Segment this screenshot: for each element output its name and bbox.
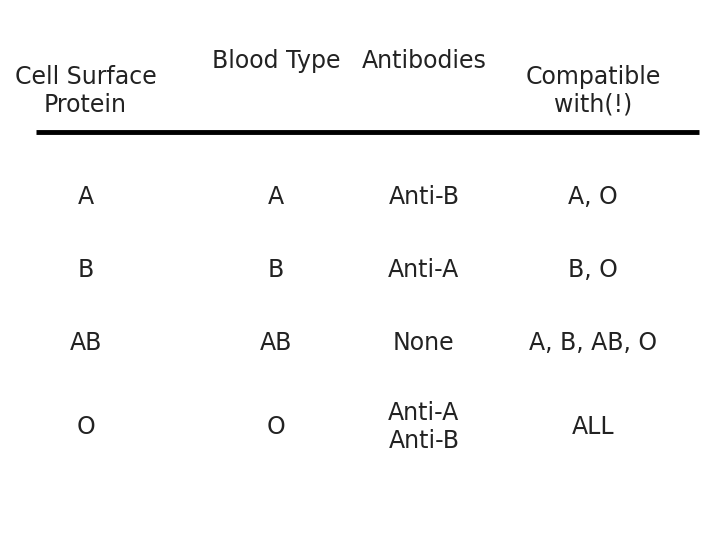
Text: A, B, AB, O: A, B, AB, O	[529, 331, 657, 355]
Text: Anti-A: Anti-A	[388, 258, 459, 282]
Text: A: A	[268, 185, 284, 209]
Text: AB: AB	[260, 331, 292, 355]
Text: ALL: ALL	[572, 415, 614, 438]
Text: Antibodies: Antibodies	[361, 49, 487, 72]
Text: AB: AB	[69, 331, 102, 355]
Text: Compatible
with(!): Compatible with(!)	[526, 65, 661, 117]
Text: O: O	[266, 415, 285, 438]
Text: B: B	[78, 258, 94, 282]
Text: Anti-B: Anti-B	[388, 185, 459, 209]
Text: Blood Type: Blood Type	[212, 49, 340, 72]
Text: A, O: A, O	[568, 185, 618, 209]
Text: Cell Surface
Protein: Cell Surface Protein	[14, 65, 156, 117]
Text: B, O: B, O	[568, 258, 618, 282]
Text: None: None	[393, 331, 455, 355]
Text: O: O	[76, 415, 95, 438]
Text: A: A	[78, 185, 94, 209]
Text: Anti-A
Anti-B: Anti-A Anti-B	[388, 401, 459, 453]
Text: B: B	[268, 258, 284, 282]
